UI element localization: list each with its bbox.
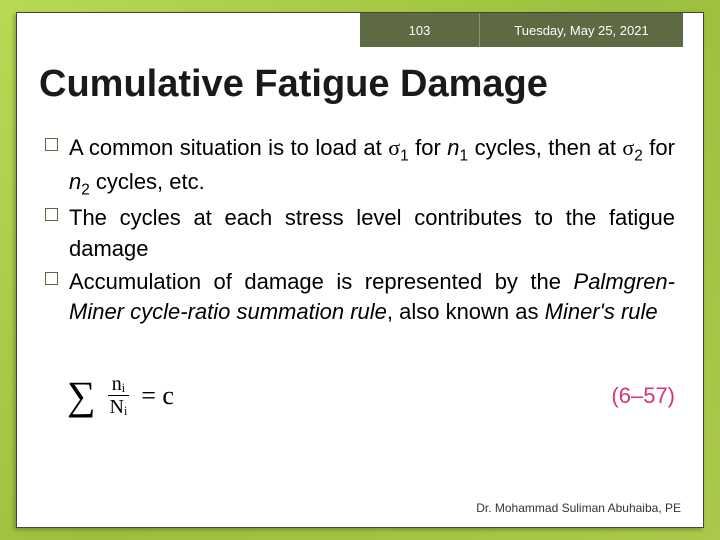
text-run: σ [622,135,634,160]
text-run: for [643,135,675,160]
numerator: nᵢ [108,373,129,396]
text-run: 1 [460,147,469,164]
text-run: 2 [81,181,90,198]
text-run: cycles, etc. [90,169,205,194]
text-run: 2 [634,147,643,164]
text-run: Accumulation of damage is represented by… [69,269,574,294]
sigma-sum-icon: ∑ [67,376,96,416]
bullet-item: The cycles at each stress level contribu… [45,203,675,265]
text-run: for [409,135,448,160]
content-area: A common situation is to load at σ1 for … [45,133,675,330]
text-run: 1 [400,147,409,164]
bullet-marker-icon [45,272,58,285]
bullet-marker-icon [45,208,58,221]
header-date: Tuesday, May 25, 2021 [480,23,683,38]
page-number: 103 [360,13,480,47]
text-run: cycles, then at [468,135,622,160]
denominator: Nᵢ [106,396,132,418]
text-run: Miner's rule [545,299,658,324]
text-run: n [447,135,459,160]
bullet-marker-icon [45,138,58,151]
text-run: The cycles at each stress level contribu… [69,205,675,261]
slide-paper: 103 Tuesday, May 25, 2021 Cumulative Fat… [16,12,704,528]
bullet-item: A common situation is to load at σ1 for … [45,133,675,201]
fraction: nᵢ Nᵢ [106,373,132,418]
text-run: σ [388,135,400,160]
text-run: n [69,169,81,194]
text-run: A common situation is to load at [69,135,388,160]
footer-author: Dr. Mohammad Suliman Abuhaiba, PE [476,501,681,515]
equation-number: (6–57) [611,383,675,409]
text-run: , also known as [387,299,545,324]
equation-rhs: = c [141,381,174,411]
equation: ∑ nᵢ Nᵢ = c [67,373,174,418]
equation-row: ∑ nᵢ Nᵢ = c (6–57) [67,373,675,418]
slide-title: Cumulative Fatigue Damage [39,63,548,106]
header-bar: 103 Tuesday, May 25, 2021 [360,13,683,47]
bullet-item: Accumulation of damage is represented by… [45,267,675,329]
